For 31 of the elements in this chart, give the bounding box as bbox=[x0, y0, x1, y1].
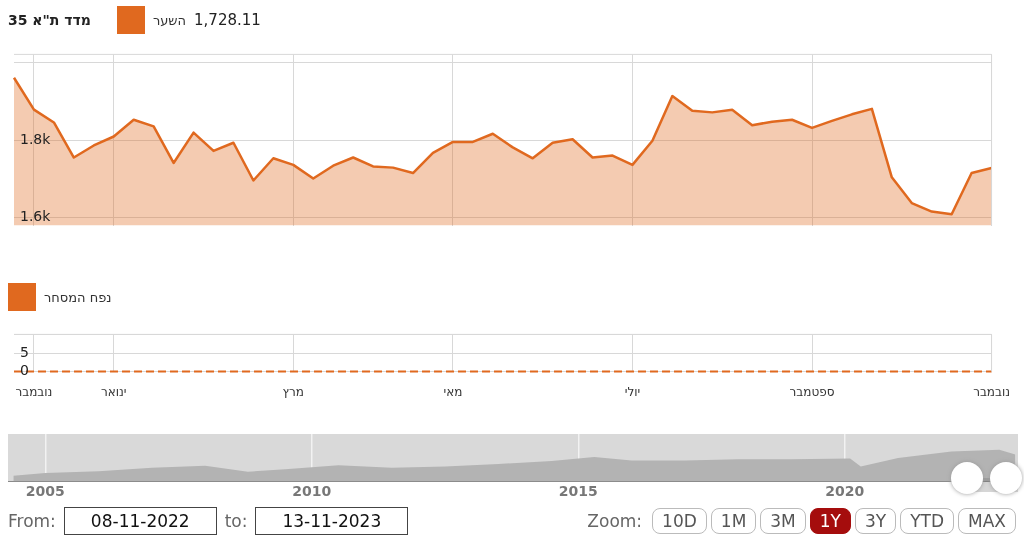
text: Zoom: bbox=[587, 511, 643, 531]
x-tick-label: נובמבר bbox=[15, 384, 53, 399]
text: 1M bbox=[710, 508, 757, 534]
legend-label: נפח המסחר bbox=[44, 289, 112, 305]
text: YTD bbox=[900, 508, 955, 534]
text: MAX bbox=[958, 508, 1016, 534]
y-tick-label: 1.6k bbox=[20, 208, 52, 225]
legend-label: השער bbox=[152, 12, 187, 28]
text: to: bbox=[224, 511, 248, 531]
x-tick-label: 2010 bbox=[292, 483, 332, 500]
text: 3M bbox=[760, 508, 806, 534]
text: 1Y bbox=[809, 508, 851, 534]
y-tick-label: 0 bbox=[20, 362, 29, 379]
text: 10D bbox=[652, 508, 707, 534]
text: 3Y bbox=[854, 508, 897, 534]
chart-title: מדד ת"א 35 bbox=[8, 12, 91, 28]
y-tick-label: 5 bbox=[20, 343, 29, 360]
x-tick-label: ינואר bbox=[100, 384, 127, 399]
text: 13-11-2023 bbox=[255, 507, 409, 535]
x-tick-label: מרץ bbox=[282, 384, 305, 399]
x-tick-label: 2015 bbox=[558, 483, 598, 500]
x-tick-label: מאי bbox=[443, 384, 463, 399]
x-tick-label: 2005 bbox=[25, 483, 65, 500]
x-tick-label: 2020 bbox=[825, 483, 865, 500]
x-tick-label: יולי bbox=[624, 384, 641, 399]
text: 1,728.11 bbox=[194, 11, 261, 29]
x-tick-label: נובמבר bbox=[973, 384, 1010, 399]
text: From: bbox=[8, 511, 56, 531]
y-tick-label: 1.8k bbox=[20, 130, 52, 147]
text: 08-11-2022 bbox=[63, 507, 217, 535]
x-tick-label: ספטמבר bbox=[789, 384, 835, 399]
